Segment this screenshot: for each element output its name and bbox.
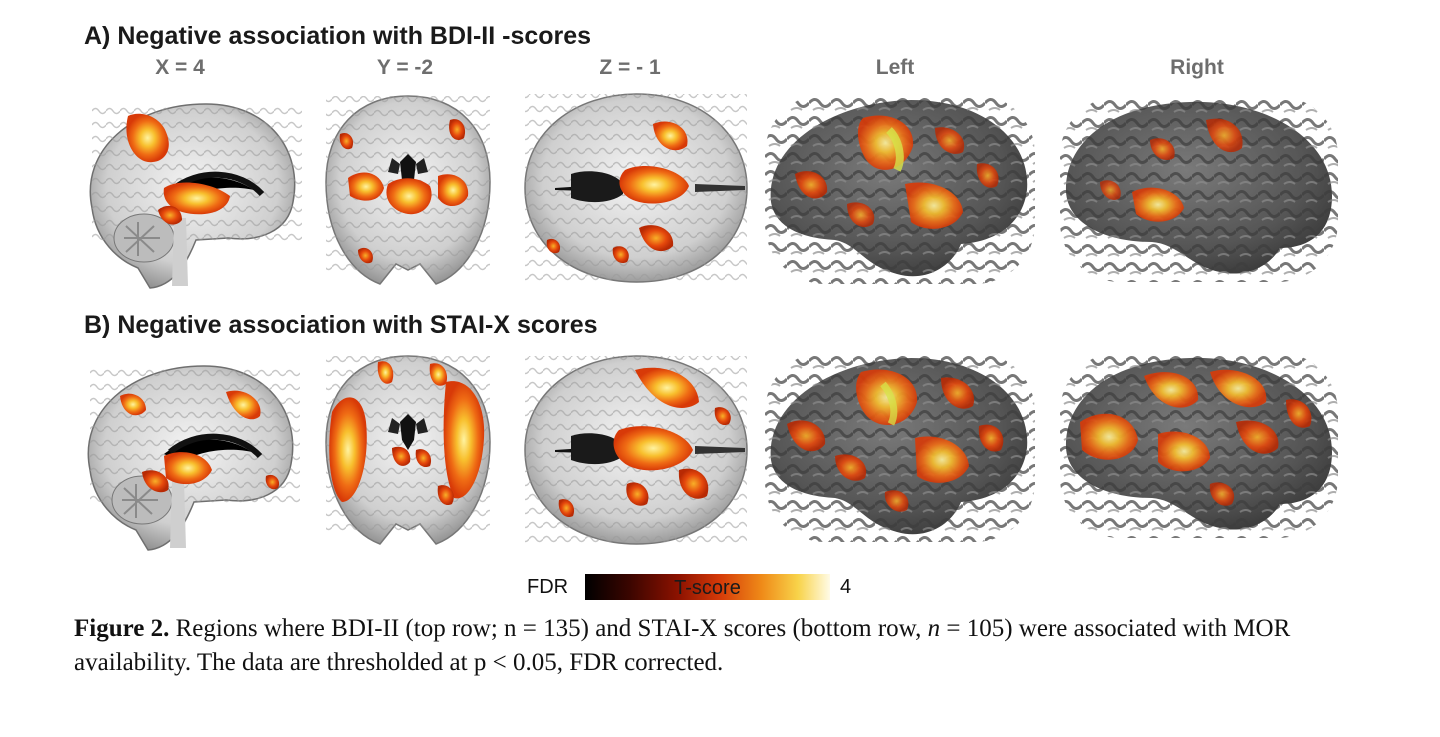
col-label-axial: Z = - 1 (599, 56, 661, 79)
caption-text-1: Regions where BDI-II (top row; n = 135) … (169, 615, 928, 642)
colorbar-gradient (585, 574, 830, 600)
caption-label: Figure 2. (74, 615, 170, 642)
caption-n-italic: n (927, 615, 941, 642)
col-label-coronal: Y = -2 (376, 56, 434, 79)
brain-axial-a (524, 93, 748, 283)
panel-b-title: B) Negative association with STAI-X scor… (84, 311, 598, 339)
col-label-sagittal: X = 4 (155, 56, 205, 79)
colorbar-min-label: FDR (527, 576, 569, 598)
colorbar: FDR T-score 4 (520, 571, 880, 607)
brain-sagittal-a (89, 103, 302, 289)
brain-surface-left-b (765, 352, 1035, 542)
brain-coronal-a (325, 95, 491, 285)
brain-surface-right-a (1060, 96, 1338, 282)
col-label-left: Left (875, 56, 915, 79)
brain-axial-b (524, 355, 748, 545)
brain-coronal-b (325, 355, 491, 545)
panel-a-title: A) Negative association with BDI-II -sco… (84, 22, 592, 50)
col-label-right: Right (1170, 56, 1224, 79)
colorbar-max-label: 4 (840, 576, 852, 598)
caption-text-2: = 105) were associated with MOR availabi… (74, 615, 1291, 676)
figure-caption: Figure 2. Regions where BDI-II (top row;… (74, 612, 1364, 680)
colorbar-title: T-score (674, 577, 741, 599)
brain-sagittal-b (87, 365, 300, 551)
brain-surface-left-a (765, 94, 1035, 284)
brain-surface-right-b (1060, 352, 1338, 538)
